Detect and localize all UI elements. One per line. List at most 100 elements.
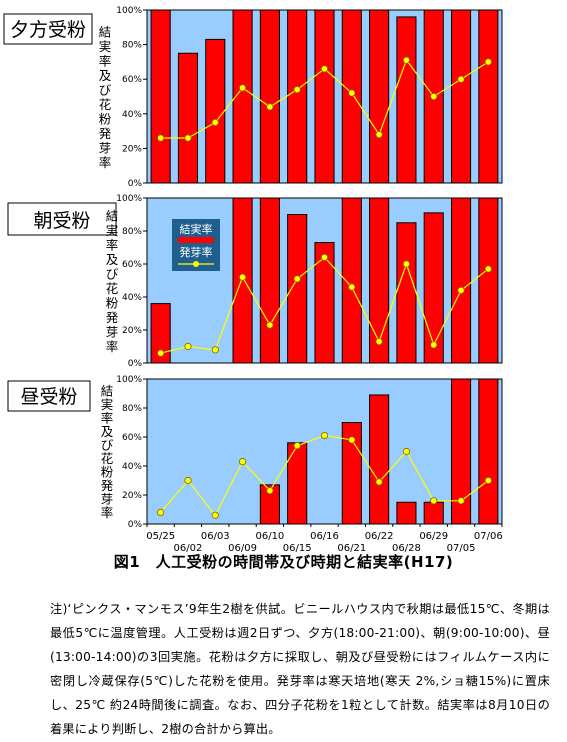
y-tick-label: 0% xyxy=(128,359,143,369)
point-germination xyxy=(348,283,356,291)
y-tick-label: 20% xyxy=(122,144,142,154)
bar-fruit-set xyxy=(287,9,308,184)
bar-fruit-set xyxy=(314,9,335,184)
y-tick-label: 80% xyxy=(122,404,142,414)
y-tick-label: 20% xyxy=(122,491,142,501)
point-germination xyxy=(375,337,383,346)
panel-title-box xyxy=(3,13,93,45)
bar-fruit-set xyxy=(259,9,280,184)
y-tick-label: 100% xyxy=(116,194,142,204)
bar-fruit-set xyxy=(396,16,417,184)
x-tick-label: 06/03 xyxy=(201,531,230,542)
x-tick-label: 07/06 xyxy=(474,531,503,542)
y-axis-label-char: 率 xyxy=(99,155,112,170)
point-germination xyxy=(348,89,356,97)
bar-fruit-set xyxy=(314,242,335,364)
x-tick-label: 06/21 xyxy=(337,543,366,554)
y-axis-label-char: 率 xyxy=(99,54,112,69)
x-tick-label: 06/29 xyxy=(419,531,448,542)
y-axis-label-char: 粉 xyxy=(101,465,114,480)
panel-title: 昼受粉 xyxy=(20,386,77,408)
legend-swatch-point xyxy=(193,261,199,267)
bar-fruit-set xyxy=(369,197,390,364)
legend-label-fruit-set: 結実率 xyxy=(180,222,213,236)
point-germination xyxy=(457,497,465,505)
y-axis-label-char: 及 xyxy=(101,424,114,439)
point-germination xyxy=(430,92,438,101)
bar-fruit-set xyxy=(478,378,499,525)
bar-fruit-set xyxy=(450,378,472,525)
panel-title-box xyxy=(7,380,91,412)
point-germination xyxy=(211,118,219,127)
x-tick-label: 05/25 xyxy=(146,531,175,542)
y-axis-label-char: 花 xyxy=(106,281,119,296)
bar-fruit-set xyxy=(396,222,417,364)
point-germination xyxy=(293,442,301,450)
point-germination xyxy=(348,436,356,444)
y-tick-label: 80% xyxy=(122,227,142,237)
y-axis-label-char: 及 xyxy=(99,68,112,83)
bar-fruit-set xyxy=(396,501,417,525)
point-germination xyxy=(430,497,438,505)
figure-note: 注)‘ピンクス・マンモス’9年生2樹を供試。ビニールハウス内で秋期は最低15℃、… xyxy=(50,602,550,736)
y-axis-label-char: 率 xyxy=(106,339,119,354)
point-germination xyxy=(402,260,411,268)
bar-fruit-set xyxy=(478,197,499,364)
x-tick-label: 06/02 xyxy=(174,543,203,554)
bar-fruit-set xyxy=(450,9,472,184)
point-germination xyxy=(211,511,219,519)
point-germination xyxy=(238,458,247,466)
point-germination xyxy=(430,341,438,349)
bar-fruit-set xyxy=(369,394,390,525)
bar-fruit-set xyxy=(259,197,280,364)
y-tick-label: 0% xyxy=(128,179,143,189)
bar-fruit-set xyxy=(423,501,444,525)
point-germination xyxy=(238,84,247,92)
point-germination xyxy=(157,508,165,517)
point-germination xyxy=(320,431,329,440)
point-germination xyxy=(238,273,247,281)
bar-fruit-set xyxy=(341,197,362,364)
y-axis-label-char: 発 xyxy=(101,478,114,493)
point-germination xyxy=(293,85,301,94)
y-axis-label-char: び xyxy=(106,267,119,282)
y-tick-label: 100% xyxy=(116,6,142,16)
point-germination xyxy=(320,253,329,261)
y-tick-label: 100% xyxy=(116,375,142,385)
bar-fruit-set xyxy=(150,303,171,364)
point-germination xyxy=(184,342,192,351)
point-germination xyxy=(402,56,411,64)
bar-fruit-set xyxy=(287,214,308,364)
y-axis-label-char: 結 xyxy=(106,209,119,224)
y-axis-label-char: 及 xyxy=(106,252,119,267)
y-axis-label-char: び xyxy=(99,83,112,98)
x-tick-label: 06/10 xyxy=(255,531,284,542)
chart-panel-3: 昼受粉0%20%40%60%80%100%結実率及び花粉発芽率05/2506/0… xyxy=(7,375,503,554)
y-axis-label-char: 結 xyxy=(99,25,112,40)
plot-area xyxy=(146,378,503,525)
point-germination xyxy=(457,75,465,83)
x-tick-label: 06/22 xyxy=(365,531,394,542)
y-axis-label-char: 実 xyxy=(106,223,119,238)
point-germination xyxy=(157,134,165,142)
point-germination xyxy=(266,321,274,329)
legend-swatch-bar xyxy=(178,237,214,243)
y-tick-label: 60% xyxy=(122,260,142,270)
point-germination xyxy=(484,58,492,66)
point-germination xyxy=(184,134,192,142)
panel-title: 夕方受粉 xyxy=(10,19,86,41)
y-axis-label-char: 実 xyxy=(101,397,114,412)
panel-title: 朝受粉 xyxy=(33,210,90,232)
y-axis-label-char: 芽 xyxy=(106,325,119,340)
y-axis-label-char: 粉 xyxy=(106,296,119,311)
bar-fruit-set xyxy=(177,52,199,184)
y-axis-label-char: 率 xyxy=(101,411,114,426)
point-germination xyxy=(211,346,219,354)
y-axis-label-char: 粉 xyxy=(99,112,112,127)
point-germination xyxy=(266,103,274,111)
point-germination xyxy=(375,478,383,486)
bar-fruit-set xyxy=(450,197,472,364)
point-germination xyxy=(484,476,492,485)
point-germination xyxy=(402,447,411,456)
